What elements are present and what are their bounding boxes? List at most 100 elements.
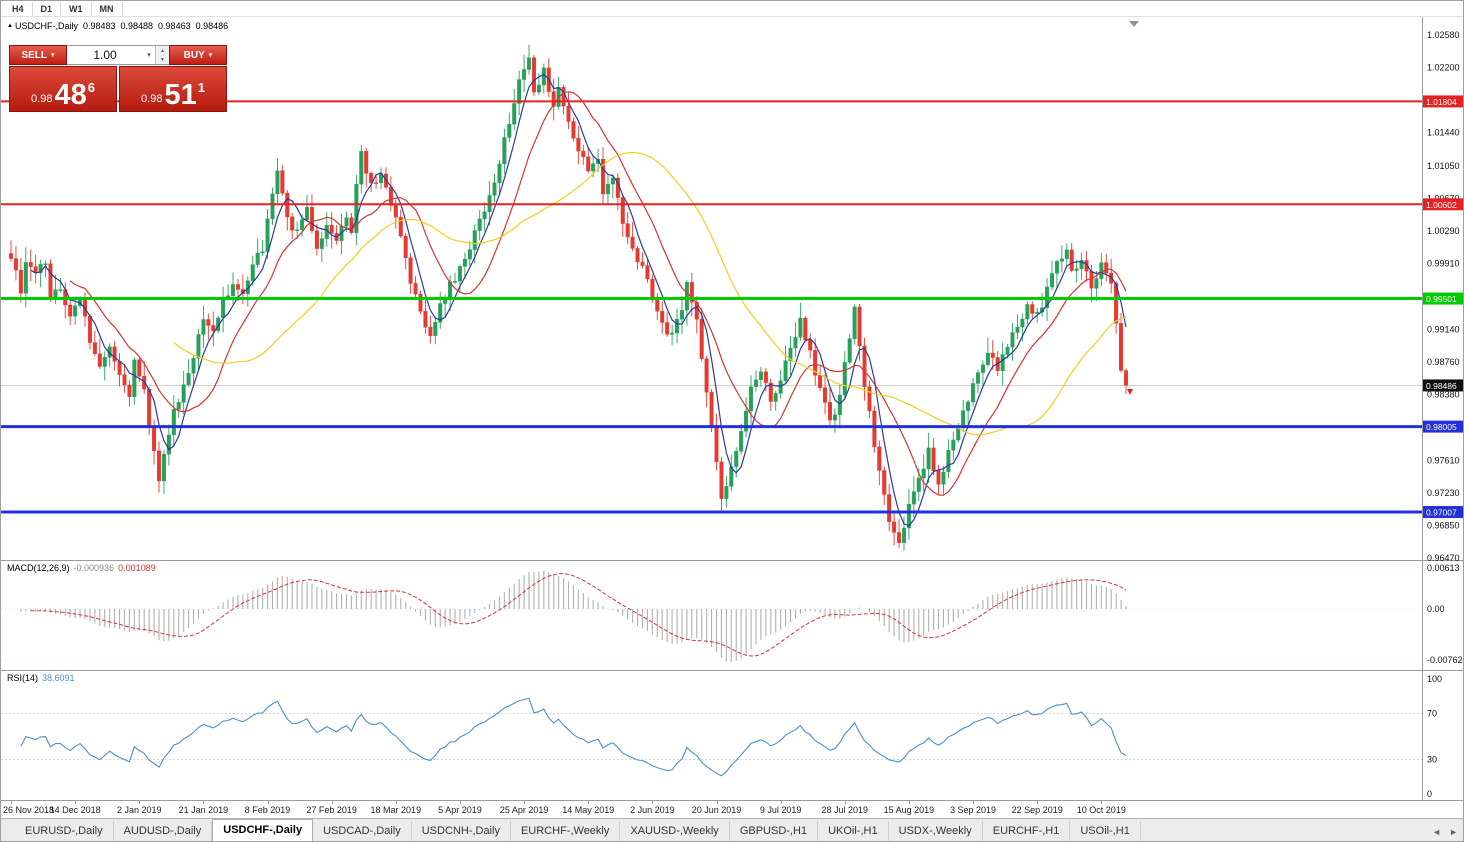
chart-collapse-icon[interactable]: ▲	[7, 23, 13, 29]
date-label: 3 Sep 2019	[950, 805, 997, 815]
date-label: 27 Feb 2019	[306, 805, 357, 815]
rsi-line	[20, 697, 1127, 777]
macd-main-value: -0.000936	[73, 563, 115, 573]
time-tick	[716, 801, 718, 804]
ma-line-5	[30, 73, 1127, 527]
sell-button-label: SELL	[21, 49, 48, 61]
chart-tab[interactable]: USOil-,H1	[1070, 821, 1141, 841]
chart-tab[interactable]: EURUSD-,Daily	[15, 821, 114, 841]
macd-signal-value: 0.001089	[118, 563, 156, 573]
tabs-scroll-left-icon[interactable]: ◄	[1432, 827, 1442, 837]
time-tick	[11, 801, 12, 804]
svg-text:0.96850: 0.96850	[1427, 520, 1460, 530]
buy-button-label: BUY	[183, 49, 205, 61]
svg-text:1.01440: 1.01440	[1427, 128, 1460, 138]
timeframe-button[interactable]: MN	[92, 1, 123, 16]
svg-text:0.97007: 0.97007	[1426, 508, 1457, 518]
time-tick	[1037, 801, 1039, 804]
time-tick	[908, 801, 910, 804]
trade-marker-icon	[1127, 389, 1133, 395]
chart-title: ▲ USDCHF-,Daily 0.98483 0.98488 0.98463 0.984…	[7, 21, 233, 31]
spinner-down-icon[interactable]: ▼	[156, 55, 169, 64]
svg-text:1.02200: 1.02200	[1427, 63, 1460, 73]
date-label: 21 Jan 2019	[178, 805, 229, 815]
sell-price-display[interactable]: 0.98 48 6	[9, 66, 117, 112]
volume-input[interactable]: 1.00 ▾ ▲ ▼	[67, 45, 169, 65]
date-label: 8 Feb 2019	[244, 805, 291, 815]
chart-tab[interactable]: GBPUSD-,H1	[730, 821, 819, 841]
timeframe-list: H4 D1 W1 MN	[4, 1, 123, 16]
timeframe-toolbar: H4 D1 W1 MN	[1, 1, 1463, 17]
svg-text:100: 100	[1427, 674, 1442, 684]
volume-dropdown-icon[interactable]: ▾	[147, 52, 151, 59]
svg-text:0.98380: 0.98380	[1427, 390, 1460, 400]
chart-tab[interactable]: EURCHF-,Weekly	[511, 821, 621, 841]
svg-text:30: 30	[1427, 755, 1437, 765]
time-tick	[844, 801, 846, 804]
price-axis[interactable]: 1.025801.022001.014401.010501.006701.002…	[1427, 30, 1460, 563]
buy-price-prefix: 0.98	[141, 93, 163, 105]
svg-text:70: 70	[1427, 709, 1437, 719]
chart-tab[interactable]: USDCNH-,Daily	[412, 821, 511, 841]
chart-window[interactable]: 1.02580 1.02200 1.01440 1.01050 1.00 6 70 1.002…	[1, 17, 1463, 800]
svg-text:1.00602: 1.00602	[1426, 200, 1457, 210]
chart-shift-marker-icon[interactable]	[1129, 21, 1139, 27]
svg-text:0.98005: 0.98005	[1426, 422, 1457, 432]
macd-histogram	[20, 571, 1127, 662]
sell-dropdown-icon[interactable]: ▾	[51, 52, 55, 59]
price-tag: 0.98005	[1423, 420, 1463, 433]
date-label: 9 Jul 2019	[759, 805, 802, 815]
sell-button[interactable]: SELL ▾	[9, 45, 67, 65]
time-tick	[1101, 801, 1103, 804]
date-label: 2 Jun 2019	[630, 805, 675, 815]
date-label: 2 Jan 2019	[116, 805, 162, 815]
ohlc-high: 0.98488	[120, 21, 154, 31]
chart-tab[interactable]: EURCHF-,H1	[983, 821, 1071, 841]
date-label: 10 Oct 2019	[1076, 805, 1126, 815]
price-tag: 0.99501	[1423, 292, 1463, 305]
svg-text:0.99501: 0.99501	[1426, 294, 1457, 304]
time-tick	[524, 801, 526, 804]
volume-spinner[interactable]: ▲ ▼	[155, 46, 169, 64]
chart-tab[interactable]: USDX-,Weekly	[889, 821, 983, 841]
date-label: 26 Nov 2018	[3, 805, 55, 815]
time-axis[interactable]: 26 Nov 2018 14 Dec 2018 2 Jan 2019 21 Jan 2…	[1, 800, 1463, 818]
time-tick	[588, 801, 590, 804]
chart-tab[interactable]: AUDUSD-,Daily	[114, 821, 213, 841]
chart-canvas[interactable]: 1.02580 1.02200 1.01440 1.01050 1.00 6 70 1.002…	[1, 17, 1464, 800]
timeframe-button[interactable]: D1	[33, 1, 62, 16]
time-tick	[780, 801, 782, 804]
buy-button[interactable]: BUY ▾	[169, 45, 227, 65]
time-tick	[267, 801, 269, 804]
time-tick	[331, 801, 333, 804]
chart-tab-list: EURUSD-,Daily AUDUSD-,Daily USDCHF-,Daily U…	[15, 819, 1141, 841]
tab-scroll-controls: ◄ ►	[1432, 827, 1458, 837]
svg-text:1.00290: 1.00290	[1427, 226, 1460, 236]
ma-line-13	[69, 91, 1127, 496]
date-label: 20 Jun 2019	[691, 805, 742, 815]
macd-name: MACD(12,26,9)	[7, 563, 70, 573]
buy-dropdown-icon[interactable]: ▾	[208, 52, 213, 59]
timeframe-button[interactable]: H4	[4, 1, 33, 16]
svg-text:-0.00762: -0.00762	[1427, 655, 1463, 665]
price-tag: 0.97007	[1423, 506, 1463, 519]
timeframe-button[interactable]: W1	[61, 1, 92, 16]
chart-tab[interactable]: UKOil-,H1	[818, 821, 889, 841]
chart-tab-bar: EURUSD-,Daily AUDUSD-,Daily USDCHF-,Daily U…	[1, 818, 1463, 841]
one-click-trading-panel: SELL ▾ 1.00 ▾ ▲ ▼ BUY ▾ 0.	[9, 45, 227, 112]
price-tag: 1.01804	[1423, 95, 1463, 108]
tabs-scroll-right-icon[interactable]: ►	[1449, 827, 1458, 837]
svg-text:0.98486: 0.98486	[1426, 381, 1457, 391]
chart-tab[interactable]: USDCAD-,Daily	[313, 821, 412, 841]
date-label: 18 Mar 2019	[370, 805, 422, 815]
buy-price-display[interactable]: 0.98 51 1	[119, 66, 227, 112]
spinner-up-icon[interactable]: ▲	[156, 46, 169, 55]
ohlc-close: 0.98486	[195, 21, 229, 31]
chart-tab[interactable]: XAUUSD-,Weekly	[620, 821, 730, 841]
date-label: 22 Sep 2019	[1011, 805, 1063, 815]
chart-tab[interactable]: USDCHF-,Daily	[212, 819, 314, 841]
volume-value[interactable]: 1.00	[93, 48, 117, 62]
sell-price-prefix: 0.98	[31, 93, 53, 105]
time-tick	[203, 801, 205, 804]
